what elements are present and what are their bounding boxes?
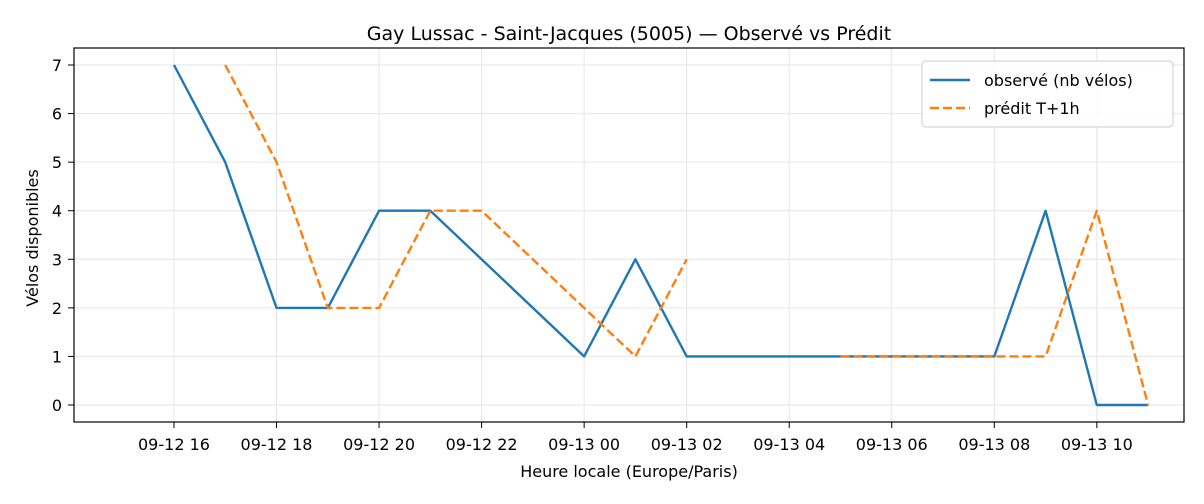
x-tick-label: 09-13 10 [1061, 435, 1133, 454]
x-tick-label: 09-13 04 [753, 435, 825, 454]
y-tick-label: 7 [52, 56, 62, 75]
x-axis-label: Heure locale (Europe/Paris) [520, 462, 738, 481]
x-tick-label: 09-12 16 [138, 435, 210, 454]
y-tick-label: 5 [52, 153, 62, 172]
legend-box [921, 60, 1174, 128]
y-axis-ticks: 0 1 2 3 4 5 6 7 [52, 56, 74, 415]
series-group [172, 64, 1150, 407]
series-line-0 [172, 64, 1149, 407]
chart-title: Gay Lussac - Saint-Jacques (5005) — Obse… [367, 23, 891, 45]
x-axis-ticks: 09-12 16 09-12 18 09-12 20 09-12 22 09-13 00… [138, 422, 1133, 454]
series-line-1 [224, 64, 688, 358]
x-tick-label: 09-12 22 [446, 435, 518, 454]
y-axis-label: Vélos disponibles [23, 169, 42, 306]
y-tick-label: 4 [52, 202, 62, 221]
legend-label: prédit T+1h [984, 99, 1080, 118]
legend: observé (nb vélos) prédit T+1h [921, 60, 1174, 128]
y-tick-label: 0 [52, 396, 62, 415]
x-tick-label: 09-13 02 [651, 435, 723, 454]
y-tick-label: 1 [52, 347, 62, 366]
legend-label: observé (nb vélos) [984, 71, 1133, 90]
x-tick-label: 09-12 20 [343, 435, 415, 454]
x-tick-label: 09-13 00 [548, 435, 620, 454]
y-tick-label: 2 [52, 299, 62, 318]
plot-frame [73, 47, 1185, 423]
y-tick-label: 3 [52, 250, 62, 269]
x-tick-label: 09-13 08 [958, 435, 1030, 454]
x-tick-label: 09-12 18 [241, 435, 313, 454]
y-tick-label: 6 [52, 105, 62, 124]
x-tick-label: 09-13 06 [856, 435, 928, 454]
